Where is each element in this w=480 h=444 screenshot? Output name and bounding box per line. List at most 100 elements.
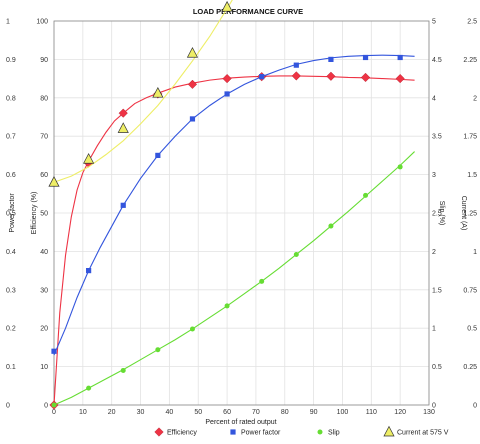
data-point-current-at-575-v <box>221 0 233 12</box>
efficiency-axis-ticks: 0 10 20 30 40 50 60 70 80 90 100 <box>36 19 48 410</box>
data-point-slip <box>86 385 92 391</box>
slip-tick-label: 0 <box>432 403 436 410</box>
current-tick-label: 2 <box>473 95 477 102</box>
data-point-current-at-575-v <box>152 86 164 98</box>
efficiency-tick-label: 0 <box>44 403 48 410</box>
x-tick-label: 10 <box>79 409 87 416</box>
slip-axis-ticks: 0 0.5 1 1.5 2 2.5 3 3.5 4 4.5 5 <box>432 19 442 410</box>
current-tick-label: 0.25 <box>463 364 477 371</box>
series-line-efficiency <box>53 75 415 406</box>
legend: Efficiency Power factor Slip Current at 575… <box>154 425 449 437</box>
legend-label-power-factor: Power factor <box>241 430 281 437</box>
current-axis-label: Current (A) <box>460 196 467 231</box>
power-factor-tick-label: 0.1 <box>6 364 16 371</box>
x-tick-label: 60 <box>223 409 231 416</box>
legend-label-slip: Slip <box>328 430 340 437</box>
x-tick-label: 70 <box>252 409 260 416</box>
x-tick-label: 120 <box>394 409 406 416</box>
legend-label-current-at-575-v: Current at 575 V <box>397 430 449 437</box>
data-point-power-factor <box>397 54 403 61</box>
current-axis-ticks: 0 0.25 0.5 0.75 1 1.25 1.5 1.75 2 2.25 2.5 <box>463 19 477 410</box>
series-line-current-at-575-v <box>53 0 233 183</box>
legend-marker-efficiency <box>154 427 164 437</box>
power-factor-tick-label: 0.5 <box>6 211 16 218</box>
chart-title: LOAD PERFORMANCE CURVE <box>193 7 303 16</box>
slip-tick-label: 4.5 <box>432 57 442 64</box>
series-slip <box>51 151 415 408</box>
x-tick-label: 80 <box>281 409 289 416</box>
data-point-power-factor <box>293 62 299 68</box>
data-point-efficiency <box>118 108 128 118</box>
power-factor-tick-label: 0.4 <box>6 249 16 256</box>
data-point-power-factor <box>259 74 265 80</box>
plot-frame <box>53 20 430 406</box>
data-point-slip <box>120 367 126 373</box>
power-factor-tick-label: 0.2 <box>6 326 16 333</box>
x-tick-label: 130 <box>423 409 435 416</box>
power-factor-tick-label: 0.3 <box>6 287 16 294</box>
series-power-factor <box>51 54 415 356</box>
data-point-efficiency <box>360 72 371 83</box>
series-current-at-575-v <box>48 0 233 187</box>
power-factor-tick-label: 0.6 <box>6 172 16 179</box>
data-point-power-factor <box>120 202 126 208</box>
efficiency-tick-label: 80 <box>40 95 48 102</box>
legend-marker-slip <box>317 429 323 435</box>
slip-tick-label: 2.5 <box>432 211 442 218</box>
efficiency-tick-label: 90 <box>40 57 48 64</box>
current-tick-label: 1 <box>473 249 477 256</box>
series-line-slip <box>53 151 415 406</box>
data-point-efficiency <box>326 71 336 81</box>
data-point-power-factor <box>155 152 161 158</box>
efficiency-tick-label: 30 <box>40 287 48 294</box>
efficiency-tick-label: 20 <box>40 326 48 333</box>
data-point-efficiency <box>222 74 232 84</box>
x-tick-label: 110 <box>366 409 377 416</box>
data-point-slip <box>293 251 299 257</box>
data-point-current-at-575-v <box>186 47 199 58</box>
power-factor-tick-label: 0 <box>6 403 10 410</box>
slip-axis-label: Slip (%) <box>438 201 445 226</box>
data-point-slip <box>51 402 57 408</box>
data-point-slip <box>224 303 230 309</box>
x-tick-label: 50 <box>194 409 202 416</box>
data-point-efficiency <box>395 74 405 84</box>
x-tick-label: 20 <box>108 409 116 416</box>
efficiency-tick-label: 10 <box>40 364 48 371</box>
data-point-power-factor <box>189 116 196 122</box>
series-line-power-factor <box>53 54 415 356</box>
data-point-slip <box>363 192 369 198</box>
current-tick-label: 2.25 <box>463 57 477 64</box>
data-point-power-factor <box>362 54 369 61</box>
slip-tick-label: 5 <box>432 19 436 26</box>
power-factor-axis-ticks: 0 0.1 0.2 0.3 0.4 0.5 0.6 0.7 0.8 0.9 1 <box>6 19 16 410</box>
data-point-current-at-575-v <box>83 152 95 164</box>
efficiency-tick-label: 50 <box>40 211 48 218</box>
data-point-current-at-575-v <box>48 176 60 187</box>
current-tick-label: 0.5 <box>467 326 477 333</box>
data-point-slip <box>397 164 403 170</box>
data-point-power-factor <box>328 56 334 62</box>
slip-tick-label: 1 <box>432 326 436 333</box>
current-tick-label: 0 <box>473 403 477 410</box>
slip-tick-label: 1.5 <box>432 287 442 294</box>
x-tick-label: 30 <box>137 409 145 416</box>
power-factor-tick-label: 0.8 <box>6 95 16 102</box>
slip-tick-label: 0.5 <box>432 364 442 371</box>
data-point-efficiency <box>291 71 301 81</box>
data-point-power-factor <box>86 268 92 274</box>
current-tick-label: 1.5 <box>467 172 477 179</box>
power-factor-axis-label: Power factor <box>9 193 16 233</box>
data-point-slip <box>155 347 161 353</box>
data-point-slip <box>259 278 265 284</box>
x-axis-ticks: 0 10 20 30 40 50 60 70 80 90 100 110 120 130 <box>52 409 435 416</box>
efficiency-tick-label: 60 <box>40 172 48 179</box>
efficiency-axis-label: Efficiency (%) <box>31 192 38 235</box>
current-tick-label: 1.25 <box>463 211 477 218</box>
power-factor-tick-label: 0.9 <box>6 57 16 64</box>
x-axis-label: Percent of rated output <box>205 419 276 426</box>
efficiency-tick-label: 40 <box>40 249 48 256</box>
data-point-efficiency <box>187 79 198 89</box>
